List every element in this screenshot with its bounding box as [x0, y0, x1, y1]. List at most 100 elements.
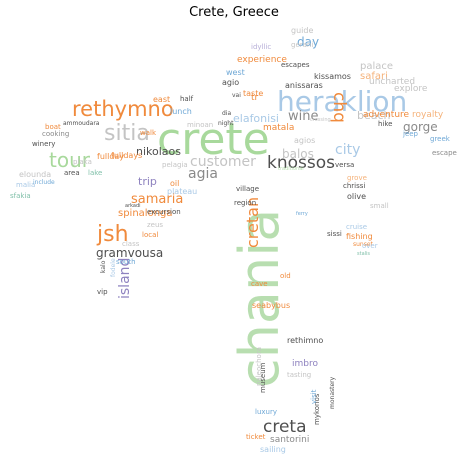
word-beach: beach [357, 109, 391, 122]
word-day: day [297, 35, 320, 49]
word-vai: vai [232, 92, 241, 99]
word-samaria: samaria [131, 192, 184, 207]
word-lunch: lunch [170, 107, 192, 116]
word-elounda: elounda [19, 170, 52, 179]
word-sfakia: sfakia [10, 192, 31, 200]
word-kissamos: kissamos [314, 72, 351, 81]
word-ticket: ticket [246, 433, 266, 441]
word-versa: versa [335, 161, 355, 169]
word-vip: vip [97, 288, 108, 296]
word-elafonisi: elafonisi [233, 112, 279, 125]
word-royalty: royalty [412, 110, 444, 120]
word-fulldays: fulldays [111, 151, 143, 160]
word-south: south [116, 258, 136, 266]
word-grove: grove [347, 174, 367, 182]
word-pelagia: pelagia [162, 161, 188, 169]
word-seabybus: seabybus [252, 301, 291, 310]
word-night: night [218, 120, 234, 127]
word-agia: agia [188, 166, 218, 182]
word-ferry: ferry [296, 211, 308, 217]
word-crossing: crossing [310, 117, 331, 123]
word-agio: agio [222, 78, 240, 87]
word-anissaras: anissaras [285, 81, 323, 90]
word-rethymno: rethymno [72, 97, 174, 121]
word-winery: winery [32, 140, 56, 148]
word-sitia: sitia [104, 121, 150, 146]
word-village: village [236, 185, 260, 193]
word-customer: customer [190, 154, 256, 170]
word-crete: crete [157, 114, 270, 165]
word-sissi: sissi [327, 230, 342, 238]
word-region: region [234, 199, 257, 207]
word-dia: dia [222, 110, 232, 117]
word-cruise: cruise [346, 223, 368, 231]
word-escape: escape [432, 149, 457, 157]
word-knossos: knossos [267, 153, 335, 173]
word-lake: lake [88, 169, 103, 177]
word-chrissi: chrissi [343, 182, 366, 190]
word-walk: walk [140, 129, 157, 137]
word-nikolaos: nikolaos [136, 145, 181, 158]
word-matala: matala [263, 123, 295, 133]
word-tasting: tasting [287, 371, 312, 379]
word-jeep: jeep [403, 130, 419, 138]
word-over: over [362, 242, 378, 250]
word-class: class [122, 240, 140, 248]
word-fishing: fishing [346, 232, 373, 241]
word-plateau: plateau [167, 187, 198, 196]
word-safari: safari [360, 71, 388, 82]
word-olive: olive [347, 192, 366, 201]
word-half: half [180, 95, 194, 103]
word-agios: agios [294, 136, 316, 145]
word-palace: palace [360, 61, 394, 72]
word-ammoudara: ammoudara [63, 120, 100, 127]
word-gerani: gerani [291, 41, 314, 49]
word-kalo: kalo [100, 260, 107, 273]
word-escapes: escapes [281, 61, 310, 69]
word-malia: malia [16, 181, 36, 189]
word-city: city [335, 142, 361, 158]
word-tour: tour [49, 148, 90, 172]
word-cooking: cooking [42, 130, 70, 138]
word-visit: visit [310, 389, 318, 404]
word-heraklion: heraklion [277, 85, 408, 118]
word-experience: experience [237, 55, 287, 65]
word-guide: guide [291, 26, 314, 35]
word-monastery: monastery [329, 376, 336, 409]
word-rethimno: rethimno [287, 336, 324, 345]
word-sailing: sailing [260, 445, 286, 454]
word-minoan: minoan [187, 121, 214, 129]
word-arkadi: arkadi [125, 203, 141, 209]
page-title: Crete, Greece [189, 5, 279, 20]
word-luxury: luxury [255, 408, 277, 416]
word-chq: chq [329, 92, 349, 123]
word-fullday: fullday [97, 152, 125, 161]
word-stalis: stalis [357, 251, 371, 257]
word-taste: taste [243, 89, 264, 98]
word-trip: trip [138, 175, 157, 188]
word-wine: wine [288, 109, 319, 124]
word-spinalonga: spinalonga [118, 208, 173, 219]
word-include: include [33, 179, 55, 186]
word-jsh: jsh [97, 222, 129, 247]
word-boat: boat [45, 123, 61, 131]
word-gorge: gorge [403, 120, 438, 134]
word-area: area [64, 169, 80, 177]
word-zeus: zeus [147, 221, 164, 229]
word-gramvousa: gramvousa [96, 246, 164, 260]
word-adventure: adventure [363, 110, 410, 120]
word-museum: museum [259, 362, 267, 393]
word-tr: tr [251, 93, 259, 103]
word-explore: explore [394, 84, 428, 94]
word-hike: hike [378, 120, 393, 128]
word-greek: greek [430, 135, 450, 143]
word-old: old [280, 272, 291, 280]
word-santorini: santorini [270, 435, 310, 445]
word-oil: oil [170, 179, 180, 188]
word-idyllic: idyllic [251, 43, 272, 51]
word-imbro: imbro [292, 359, 318, 369]
word-east: east [153, 95, 171, 104]
word-uncharted: uncharted [369, 77, 416, 87]
word-excursion: excursion [147, 208, 181, 216]
